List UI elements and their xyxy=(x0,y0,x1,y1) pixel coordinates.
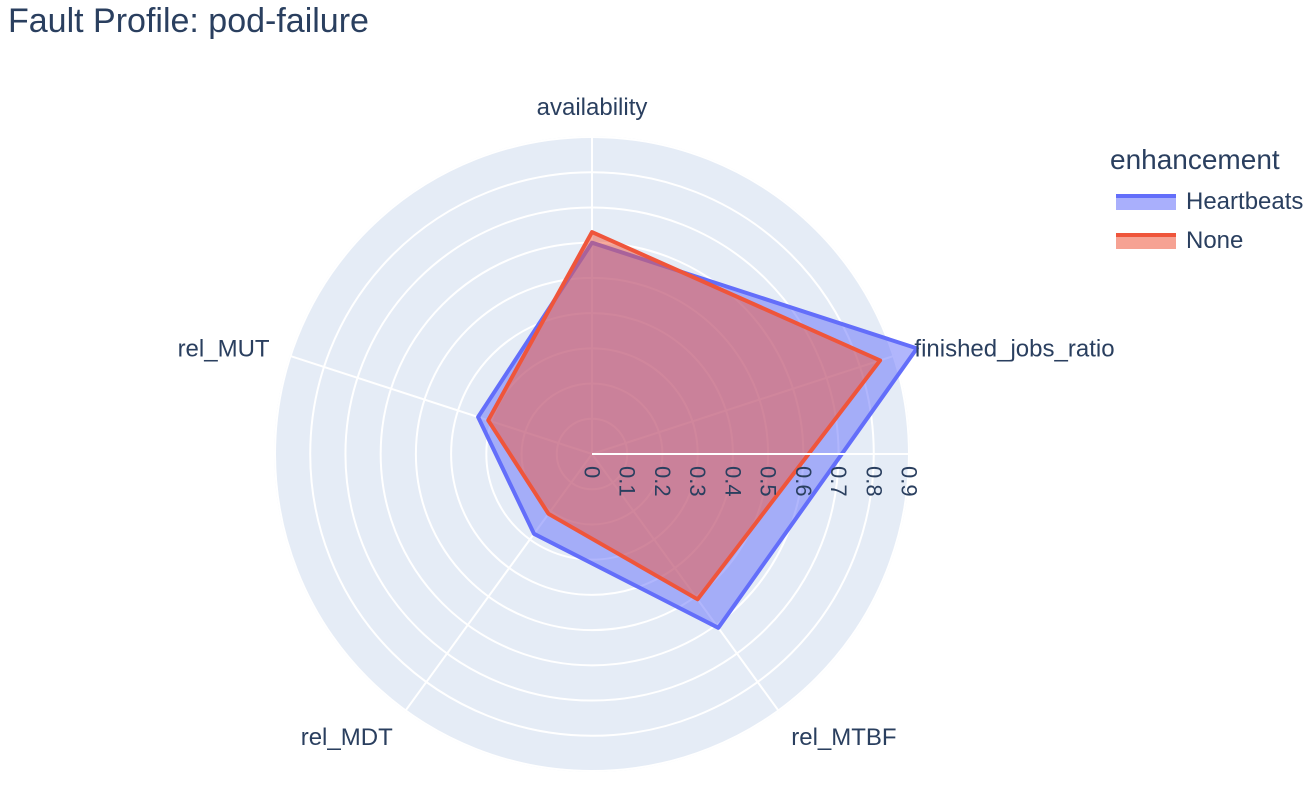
legend-item-none[interactable]: None xyxy=(1110,221,1303,260)
radial-tick-label: 0.1 xyxy=(615,466,640,497)
legend-title: enhancement xyxy=(1110,144,1280,175)
legend-label: None xyxy=(1186,226,1244,254)
radial-tick-label: 0.3 xyxy=(685,466,710,497)
axis-label-rel-mut: rel_MUT xyxy=(178,336,270,363)
radial-axis: 0 0.1 0.2 0.3 0.4 0.5 0.6 0.7 0.8 0.9 xyxy=(580,453,922,497)
angular-axis-labels: availability rel_MUT rel_MDT rel_MTBF finish… xyxy=(178,94,1115,751)
radial-tick-label: 0.7 xyxy=(826,466,851,497)
series-layer xyxy=(476,230,919,630)
legend: enhancement Heartbeats None xyxy=(1110,144,1303,260)
series-none-polygon xyxy=(486,230,883,602)
legend-label: Heartbeats xyxy=(1186,187,1304,215)
radial-tick-label: 0 xyxy=(580,466,605,478)
radial-tick-label: 0.4 xyxy=(720,466,745,497)
radial-tick-label: 0.9 xyxy=(897,466,922,497)
axis-label-finished-jobs-ratio: finished_jobs_ratio xyxy=(914,336,1114,363)
radial-tick-label: 0.5 xyxy=(756,466,781,497)
legend-swatch-none xyxy=(1116,232,1176,249)
axis-label-rel-mdt: rel_MDT xyxy=(301,724,393,751)
radial-tick-label: 0.8 xyxy=(861,466,886,497)
chart-title: Fault Profile: pod-failure xyxy=(8,2,369,40)
radial-tick-label: 0.6 xyxy=(791,466,816,497)
legend-item-heartbeats[interactable]: Heartbeats xyxy=(1110,182,1303,221)
radial-tick-label: 0.2 xyxy=(650,466,675,497)
legend-swatch-heartbeats xyxy=(1116,193,1176,210)
axis-label-rel-mtbf: rel_MTBF xyxy=(791,724,896,751)
axis-label-availability: availability xyxy=(537,94,648,121)
